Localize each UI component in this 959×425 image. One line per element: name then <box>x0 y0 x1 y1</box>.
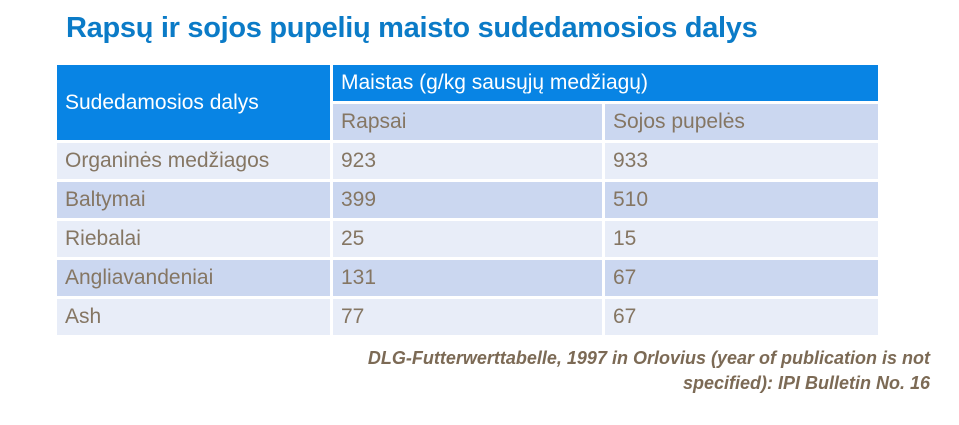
header-row-columns: Rapsai Sojos pupelės <box>57 104 878 140</box>
col-header-rapsai: Rapsai <box>333 104 602 140</box>
col-header-sojos: Sojos pupelės <box>605 104 878 140</box>
row-label-cell: Riebalai <box>57 221 330 257</box>
table-row: Organinės medžiagos 923 933 <box>57 143 878 179</box>
value-cell-rapsai: 923 <box>333 143 602 179</box>
value-cell-sojos: 933 <box>605 143 878 179</box>
source-citation-line1: DLG-Futterwerttabelle, 1997 in Orlovius … <box>367 348 930 368</box>
row-label-cell: Ash <box>57 299 330 335</box>
group-header-cell: Maistas (g/kg sausųjų medžiagų) <box>333 65 878 101</box>
value-cell-rapsai: 25 <box>333 221 602 257</box>
value-cell-rapsai: 77 <box>333 299 602 335</box>
table-row: Riebalai 25 15 <box>57 221 878 257</box>
value-cell-sojos: 67 <box>605 299 878 335</box>
table-row: Ash 77 67 <box>57 299 878 335</box>
table-row: Angliavandeniai 131 67 <box>57 260 878 296</box>
value-cell-sojos: 15 <box>605 221 878 257</box>
source-citation-line2: specified): IPI Bulletin No. 16 <box>682 373 930 393</box>
corner-header-cell: Sudedamosios dalys <box>57 65 330 140</box>
value-cell-rapsai: 131 <box>333 260 602 296</box>
row-label-cell: Baltymai <box>57 182 330 218</box>
table-row: Baltymai 399 510 <box>57 182 878 218</box>
header-row-group: Sudedamosios dalys Maistas (g/kg sausųjų… <box>57 65 878 140</box>
page-title: Rapsų ir sojos pupelių maisto sudedamosi… <box>66 12 758 44</box>
row-label-cell: Angliavandeniai <box>57 260 330 296</box>
value-cell-sojos: 510 <box>605 182 878 218</box>
row-label-cell: Organinės medžiagos <box>57 143 330 179</box>
value-cell-rapsai: 399 <box>333 182 602 218</box>
composition-table: Sudedamosios dalys Maistas (g/kg sausųjų… <box>54 62 881 338</box>
value-cell-sojos: 67 <box>605 260 878 296</box>
source-citation: DLG-Futterwerttabelle, 1997 in Orlovius … <box>190 346 930 396</box>
